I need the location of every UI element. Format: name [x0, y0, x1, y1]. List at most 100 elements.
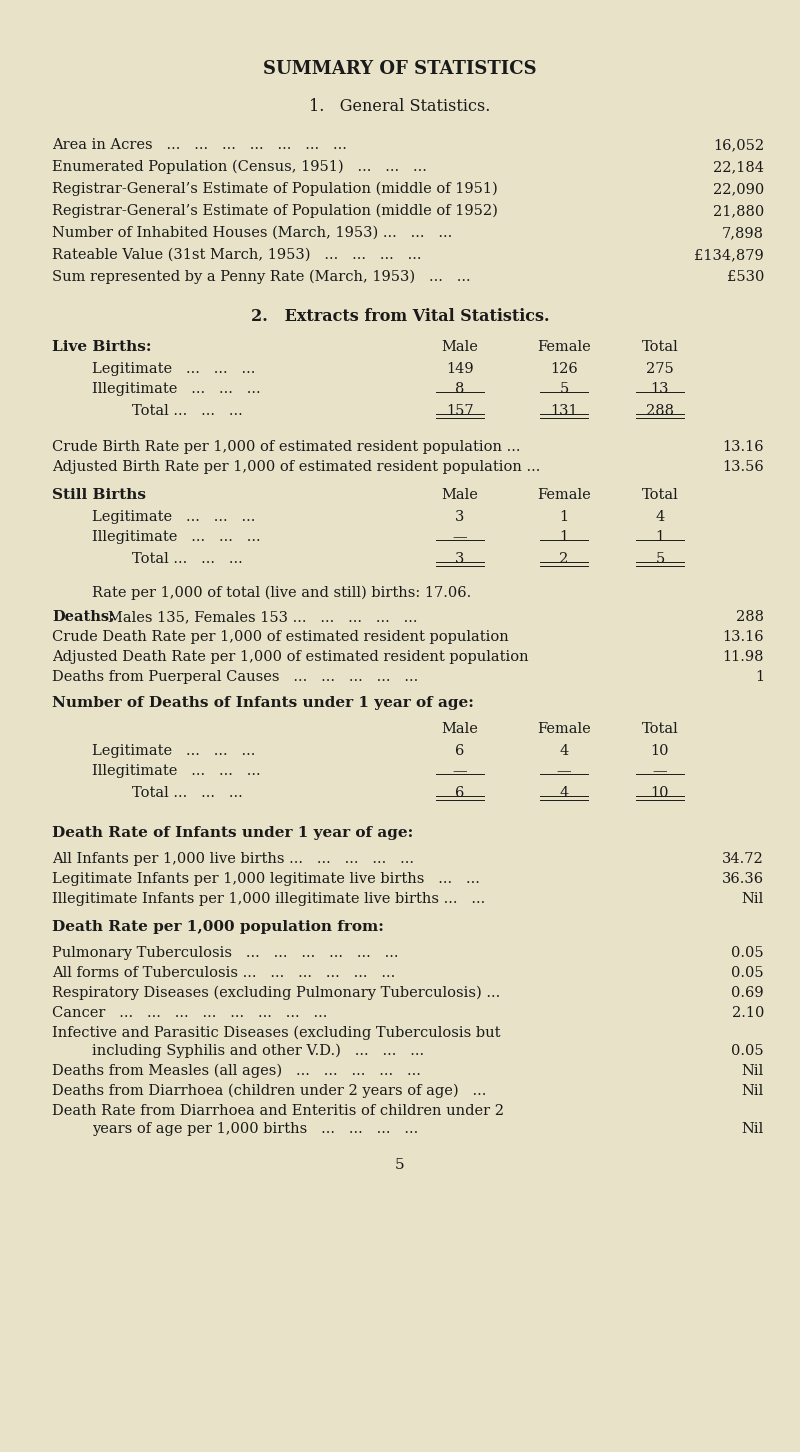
Text: Male: Male — [442, 340, 478, 354]
Text: 13.16: 13.16 — [722, 630, 764, 645]
Text: Death Rate of Infants under 1 year of age:: Death Rate of Infants under 1 year of ag… — [52, 826, 414, 841]
Text: —: — — [653, 764, 667, 778]
Text: Infective and Parasitic Diseases (excluding Tuberculosis but: Infective and Parasitic Diseases (exclud… — [52, 1027, 501, 1041]
Text: 288: 288 — [736, 610, 764, 624]
Text: Legitimate Infants per 1,000 legitimate live births   ...   ...: Legitimate Infants per 1,000 legitimate … — [52, 873, 480, 886]
Text: Crude Death Rate per 1,000 of estimated resident population: Crude Death Rate per 1,000 of estimated … — [52, 630, 509, 645]
Text: 2.   Extracts from Vital Statistics.: 2. Extracts from Vital Statistics. — [250, 308, 550, 325]
Text: Deaths from Puerperal Causes   ...   ...   ...   ...   ...: Deaths from Puerperal Causes ... ... ...… — [52, 669, 418, 684]
Text: 131: 131 — [550, 404, 578, 418]
Text: All Infants per 1,000 live births ...   ...   ...   ...   ...: All Infants per 1,000 live births ... ..… — [52, 852, 414, 865]
Text: Adjusted Birth Rate per 1,000 of estimated resident population ...: Adjusted Birth Rate per 1,000 of estimat… — [52, 460, 540, 473]
Text: Death Rate from Diarrhoea and Enteritis of children under 2: Death Rate from Diarrhoea and Enteritis … — [52, 1104, 504, 1118]
Text: 2: 2 — [559, 552, 569, 566]
Text: 22,090: 22,090 — [713, 182, 764, 196]
Text: Nil: Nil — [742, 1064, 764, 1077]
Text: Total ...   ...   ...: Total ... ... ... — [132, 552, 242, 566]
Text: 11.98: 11.98 — [722, 650, 764, 664]
Text: £530: £530 — [726, 270, 764, 285]
Text: Adjusted Death Rate per 1,000 of estimated resident population: Adjusted Death Rate per 1,000 of estimat… — [52, 650, 529, 664]
Text: Area in Acres   ...   ...   ...   ...   ...   ...   ...: Area in Acres ... ... ... ... ... ... ..… — [52, 138, 347, 152]
Text: 4: 4 — [559, 786, 569, 800]
Text: Total: Total — [642, 340, 678, 354]
Text: 10: 10 — [650, 786, 670, 800]
Text: 1: 1 — [755, 669, 764, 684]
Text: 10: 10 — [650, 743, 670, 758]
Text: Respiratory Diseases (excluding Pulmonary Tuberculosis) ...: Respiratory Diseases (excluding Pulmonar… — [52, 986, 500, 1000]
Text: Total: Total — [642, 488, 678, 502]
Text: 3: 3 — [455, 552, 465, 566]
Text: including Syphilis and other V.D.)   ...   ...   ...: including Syphilis and other V.D.) ... .… — [92, 1044, 424, 1059]
Text: Crude Birth Rate per 1,000 of estimated resident population ...: Crude Birth Rate per 1,000 of estimated … — [52, 440, 521, 454]
Text: 6: 6 — [455, 743, 465, 758]
Text: 3: 3 — [455, 510, 465, 524]
Text: 6: 6 — [455, 786, 465, 800]
Text: Rateable Value (31st March, 1953)   ...   ...   ...   ...: Rateable Value (31st March, 1953) ... ..… — [52, 248, 422, 261]
Text: 275: 275 — [646, 362, 674, 376]
Text: Deaths:: Deaths: — [52, 610, 114, 624]
Text: Male: Male — [442, 488, 478, 502]
Text: 13.16: 13.16 — [722, 440, 764, 454]
Text: years of age per 1,000 births   ...   ...   ...   ...: years of age per 1,000 births ... ... ..… — [92, 1122, 418, 1135]
Text: 1: 1 — [559, 510, 569, 524]
Text: Rate per 1,000 of total (live and still) births: 17.06.: Rate per 1,000 of total (live and still)… — [92, 587, 471, 600]
Text: Deaths from Measles (all ages)   ...   ...   ...   ...   ...: Deaths from Measles (all ages) ... ... .… — [52, 1064, 421, 1079]
Text: Nil: Nil — [742, 892, 764, 906]
Text: Illegitimate Infants per 1,000 illegitimate live births ...   ...: Illegitimate Infants per 1,000 illegitim… — [52, 892, 486, 906]
Text: Number of Deaths of Infants under 1 year of age:: Number of Deaths of Infants under 1 year… — [52, 696, 474, 710]
Text: Enumerated Population (Census, 1951)   ...   ...   ...: Enumerated Population (Census, 1951) ...… — [52, 160, 427, 174]
Text: Male: Male — [442, 722, 478, 736]
Text: 22,184: 22,184 — [713, 160, 764, 174]
Text: Female: Female — [537, 488, 591, 502]
Text: 13.56: 13.56 — [722, 460, 764, 473]
Text: 4: 4 — [559, 743, 569, 758]
Text: Registrar-General’s Estimate of Population (middle of 1951): Registrar-General’s Estimate of Populati… — [52, 182, 498, 196]
Text: 1: 1 — [559, 530, 569, 544]
Text: Female: Female — [537, 340, 591, 354]
Text: Illegitimate   ...   ...   ...: Illegitimate ... ... ... — [92, 530, 261, 544]
Text: 5: 5 — [559, 382, 569, 396]
Text: 5: 5 — [655, 552, 665, 566]
Text: Legitimate   ...   ...   ...: Legitimate ... ... ... — [92, 362, 255, 376]
Text: —: — — [557, 764, 571, 778]
Text: Sum represented by a Penny Rate (March, 1953)   ...   ...: Sum represented by a Penny Rate (March, … — [52, 270, 470, 285]
Text: 288: 288 — [646, 404, 674, 418]
Text: Deaths from Diarrhoea (children under 2 years of age)   ...: Deaths from Diarrhoea (children under 2 … — [52, 1085, 486, 1098]
Text: Illegitimate   ...   ...   ...: Illegitimate ... ... ... — [92, 764, 261, 778]
Text: Total ...   ...   ...: Total ... ... ... — [132, 786, 242, 800]
Text: 34.72: 34.72 — [722, 852, 764, 865]
Text: 1: 1 — [655, 530, 665, 544]
Text: Registrar-General’s Estimate of Population (middle of 1952): Registrar-General’s Estimate of Populati… — [52, 203, 498, 218]
Text: Total ...   ...   ...: Total ... ... ... — [132, 404, 242, 418]
Text: 16,052: 16,052 — [713, 138, 764, 152]
Text: 0.69: 0.69 — [731, 986, 764, 1000]
Text: 2.10: 2.10 — [732, 1006, 764, 1019]
Text: Legitimate   ...   ...   ...: Legitimate ... ... ... — [92, 510, 255, 524]
Text: Live Births:: Live Births: — [52, 340, 151, 354]
Text: 5: 5 — [395, 1159, 405, 1172]
Text: £134,879: £134,879 — [694, 248, 764, 261]
Text: Still Births: Still Births — [52, 488, 146, 502]
Text: Female: Female — [537, 722, 591, 736]
Text: 0.05: 0.05 — [731, 966, 764, 980]
Text: 8: 8 — [455, 382, 465, 396]
Text: Nil: Nil — [742, 1122, 764, 1135]
Text: 0.05: 0.05 — [731, 1044, 764, 1059]
Text: 21,880: 21,880 — [713, 203, 764, 218]
Text: SUMMARY OF STATISTICS: SUMMARY OF STATISTICS — [263, 60, 537, 78]
Text: Number of Inhabited Houses (March, 1953) ...   ...   ...: Number of Inhabited Houses (March, 1953)… — [52, 227, 452, 240]
Text: Pulmonary Tuberculosis   ...   ...   ...   ...   ...   ...: Pulmonary Tuberculosis ... ... ... ... .… — [52, 947, 398, 960]
Text: 0.05: 0.05 — [731, 947, 764, 960]
Text: Legitimate   ...   ...   ...: Legitimate ... ... ... — [92, 743, 255, 758]
Text: —: — — [453, 764, 467, 778]
Text: Death Rate per 1,000 population from:: Death Rate per 1,000 population from: — [52, 921, 384, 934]
Text: Illegitimate   ...   ...   ...: Illegitimate ... ... ... — [92, 382, 261, 396]
Text: 7,898: 7,898 — [722, 227, 764, 240]
Text: 13: 13 — [650, 382, 670, 396]
Text: 149: 149 — [446, 362, 474, 376]
Text: All forms of Tuberculosis ...   ...   ...   ...   ...   ...: All forms of Tuberculosis ... ... ... ..… — [52, 966, 395, 980]
Text: 1.   General Statistics.: 1. General Statistics. — [310, 97, 490, 115]
Text: Total: Total — [642, 722, 678, 736]
Text: Nil: Nil — [742, 1085, 764, 1098]
Text: —: — — [453, 530, 467, 544]
